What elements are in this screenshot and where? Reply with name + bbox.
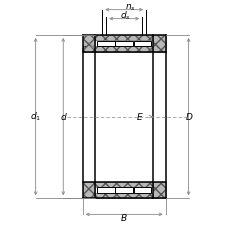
Text: $d_1$: $d_1$ [30, 110, 41, 123]
Bar [152, 35, 165, 51]
Text: $D$: $D$ [185, 111, 193, 122]
Bar [95, 46, 152, 51]
Bar [82, 35, 95, 51]
Text: $d_s$: $d_s$ [119, 10, 130, 22]
Bar [152, 182, 165, 198]
Bar [133, 187, 151, 192]
Bar [115, 41, 132, 46]
Text: $r$: $r$ [81, 43, 87, 53]
Bar [115, 187, 132, 192]
Bar [133, 41, 151, 46]
Text: $n_s$: $n_s$ [124, 2, 135, 13]
Bar [95, 35, 152, 40]
Bar [95, 193, 152, 198]
Bar [82, 182, 95, 198]
Bar [97, 41, 114, 46]
Bar [95, 182, 152, 187]
Text: $d$: $d$ [60, 111, 68, 122]
Text: $B$: $B$ [120, 212, 128, 223]
Text: $E$: $E$ [136, 111, 144, 122]
Bar [97, 187, 114, 192]
